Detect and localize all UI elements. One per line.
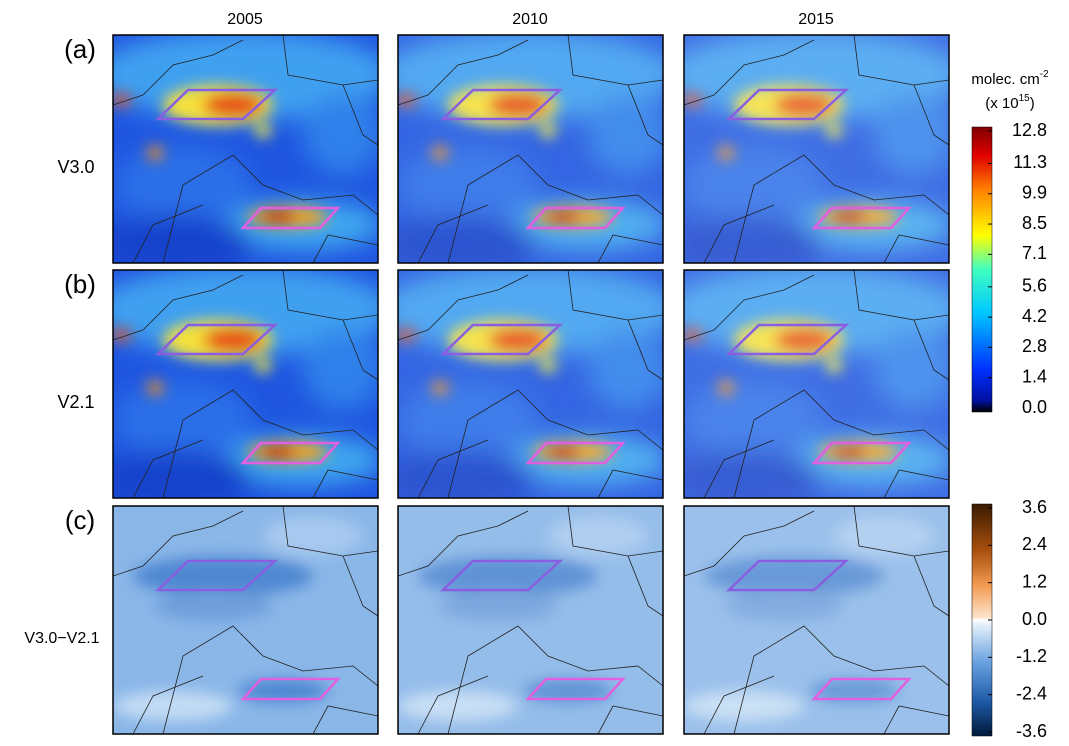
map-panel bbox=[378, 265, 678, 510]
title-sup: -2 bbox=[1040, 69, 1049, 80]
subtitle-after: ) bbox=[1030, 95, 1035, 112]
map-content bbox=[664, 265, 964, 510]
column-label: 2015 bbox=[798, 11, 834, 28]
colorbar-tick-label: 12.8 bbox=[1012, 120, 1047, 140]
heat-field bbox=[664, 265, 964, 510]
map-content bbox=[378, 265, 678, 510]
title-text: molec. cm bbox=[971, 71, 1039, 88]
colorbar-title: molec. cm-2 bbox=[971, 69, 1049, 88]
colorbar-tick-label: 11.3 bbox=[1013, 152, 1047, 172]
colorbar-tick-label: 9.9 bbox=[1022, 183, 1047, 203]
panel-letter: (b) bbox=[64, 269, 96, 299]
colorbar-tick-label: 3.6 bbox=[1022, 497, 1047, 517]
colorbar-tick-label: 2.8 bbox=[1022, 336, 1047, 356]
map-panel bbox=[398, 506, 663, 734]
row-label: V3.0 bbox=[57, 157, 94, 177]
column-label: 2010 bbox=[512, 11, 548, 28]
map-content bbox=[93, 265, 393, 510]
map-panel bbox=[684, 506, 949, 734]
subtitle-text: (x 10 bbox=[985, 95, 1018, 112]
map-panel bbox=[664, 30, 964, 275]
colorbar-tick-label: 7.1 bbox=[1022, 243, 1047, 263]
colorbar-subtitle: (x 1015) bbox=[985, 93, 1034, 112]
colorbar-tick-label: 0.0 bbox=[1022, 609, 1047, 629]
map-panel bbox=[93, 30, 393, 275]
heat-field bbox=[93, 265, 393, 510]
panel-letter: (a) bbox=[64, 34, 96, 64]
heat-field bbox=[664, 30, 964, 275]
colorbar-tick-label: -3.6 bbox=[1016, 721, 1047, 741]
colorbar-tick-label: 1.4 bbox=[1022, 366, 1047, 386]
panels bbox=[93, 30, 964, 734]
map-content bbox=[378, 30, 678, 275]
column-label: 2005 bbox=[227, 11, 263, 28]
map-panel bbox=[113, 506, 378, 734]
colorbar-tick-label: 8.5 bbox=[1022, 213, 1047, 233]
colorbar-tick-label: -2.4 bbox=[1016, 683, 1047, 703]
figure: (a) V3.0 (b) V2.1 (c) V3.0−V2.1 2005 2010 2015 12… bbox=[0, 0, 1069, 741]
row-label: V3.0−V2.1 bbox=[24, 630, 99, 647]
map-content bbox=[93, 30, 393, 275]
heat-field bbox=[93, 30, 393, 275]
colorbar-tick-label: 0.0 bbox=[1022, 397, 1047, 417]
heat-field bbox=[378, 30, 678, 275]
map-panel bbox=[93, 265, 393, 510]
colorbar-tick-label: -1.2 bbox=[1016, 646, 1047, 666]
colorbar-tick-label: 4.2 bbox=[1022, 306, 1047, 326]
map-panel bbox=[378, 30, 678, 275]
map-content bbox=[684, 506, 949, 734]
colorbar-tick-label: 2.4 bbox=[1022, 534, 1047, 554]
colorbar-tick-label: 1.2 bbox=[1022, 571, 1047, 591]
panel-letter: (c) bbox=[65, 505, 95, 535]
map-content bbox=[398, 506, 663, 734]
subtitle-sup: 15 bbox=[1019, 93, 1031, 104]
colorbar bbox=[972, 127, 992, 412]
map-panel bbox=[664, 265, 964, 510]
row-label: V2.1 bbox=[57, 392, 94, 412]
map-content bbox=[113, 506, 378, 734]
colorbar-tick-label: 5.6 bbox=[1022, 276, 1047, 296]
map-content bbox=[664, 30, 964, 275]
heat-field bbox=[378, 265, 678, 510]
